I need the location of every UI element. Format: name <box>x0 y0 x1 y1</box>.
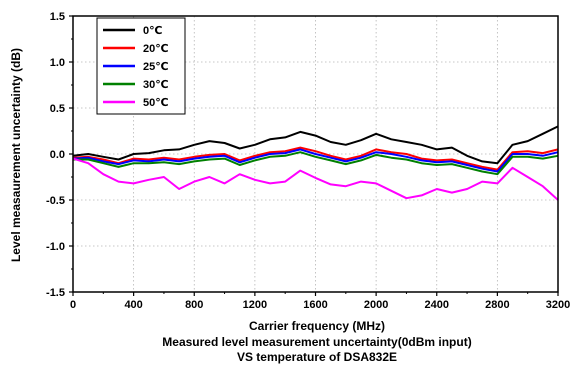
legend: 0℃ 20℃ 25℃ 30℃ 50℃ <box>96 17 186 115</box>
y-tick-label: -0.5 <box>46 195 65 207</box>
legend-label: 25℃ <box>143 61 169 73</box>
y-tick-label: 0.0 <box>50 149 65 161</box>
caption-line-2: VS temperature of DSA832E <box>237 350 397 364</box>
x-tick-label: 400 <box>124 299 142 311</box>
x-tick-label: 3200 <box>546 299 570 311</box>
y-tick-label: -1.5 <box>46 287 65 299</box>
series-line <box>72 148 559 173</box>
legend-label: 30℃ <box>143 79 169 91</box>
x-axis-title: Carrier frequency (MHz) <box>249 319 385 333</box>
x-tick-label: 800 <box>185 299 203 311</box>
series-line <box>72 125 559 165</box>
series-line <box>73 151 559 176</box>
legend-label: 20℃ <box>143 43 169 55</box>
y-tick-label: 0.5 <box>50 103 65 115</box>
legend-label: 0℃ <box>143 25 162 37</box>
y-axis-title: Level measaurement uncertainty (dB) <box>9 48 23 262</box>
x-tick-label: 2400 <box>425 299 449 311</box>
x-tick-label: 1600 <box>303 299 327 311</box>
axis-ticks: 0 400 800 1200 1600 2000 2400 2800 3200 -1.5 -1.0 -… <box>46 11 570 311</box>
series-line <box>72 157 559 201</box>
x-tick-label: 2800 <box>485 299 509 311</box>
x-tick-label: 2000 <box>364 299 388 311</box>
series-lines <box>72 125 559 201</box>
series-line <box>72 146 559 171</box>
y-tick-label: 1.5 <box>50 11 65 23</box>
x-tick-label: 0 <box>70 299 76 311</box>
caption-line-1: Measured level measurement uncertainty(0… <box>162 335 471 349</box>
legend-label: 50℃ <box>143 97 169 109</box>
y-tick-label: 1.0 <box>50 57 65 69</box>
x-tick-label: 1200 <box>243 299 267 311</box>
y-tick-label: -1.0 <box>46 241 65 253</box>
